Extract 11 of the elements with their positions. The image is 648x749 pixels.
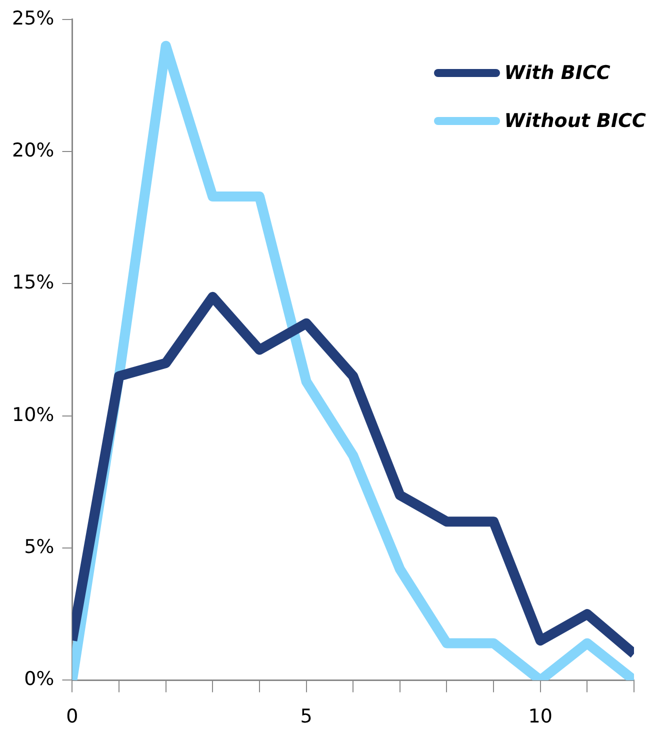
y-tick-label: 20% [12,139,54,162]
y-tick-label: 5% [24,536,54,558]
legend-label: With BICC [504,62,610,84]
y-tick-label: 25% [12,7,54,30]
legend-label: Without BICC [504,110,646,132]
x-tick-label: 5 [300,706,312,728]
y-tick-label: 0% [24,668,54,690]
y-tick-label: 10% [12,404,54,426]
y-tick-label: 15% [12,272,54,294]
x-tick-label: 10 [528,706,552,728]
x-tick-label: 0 [66,706,78,728]
